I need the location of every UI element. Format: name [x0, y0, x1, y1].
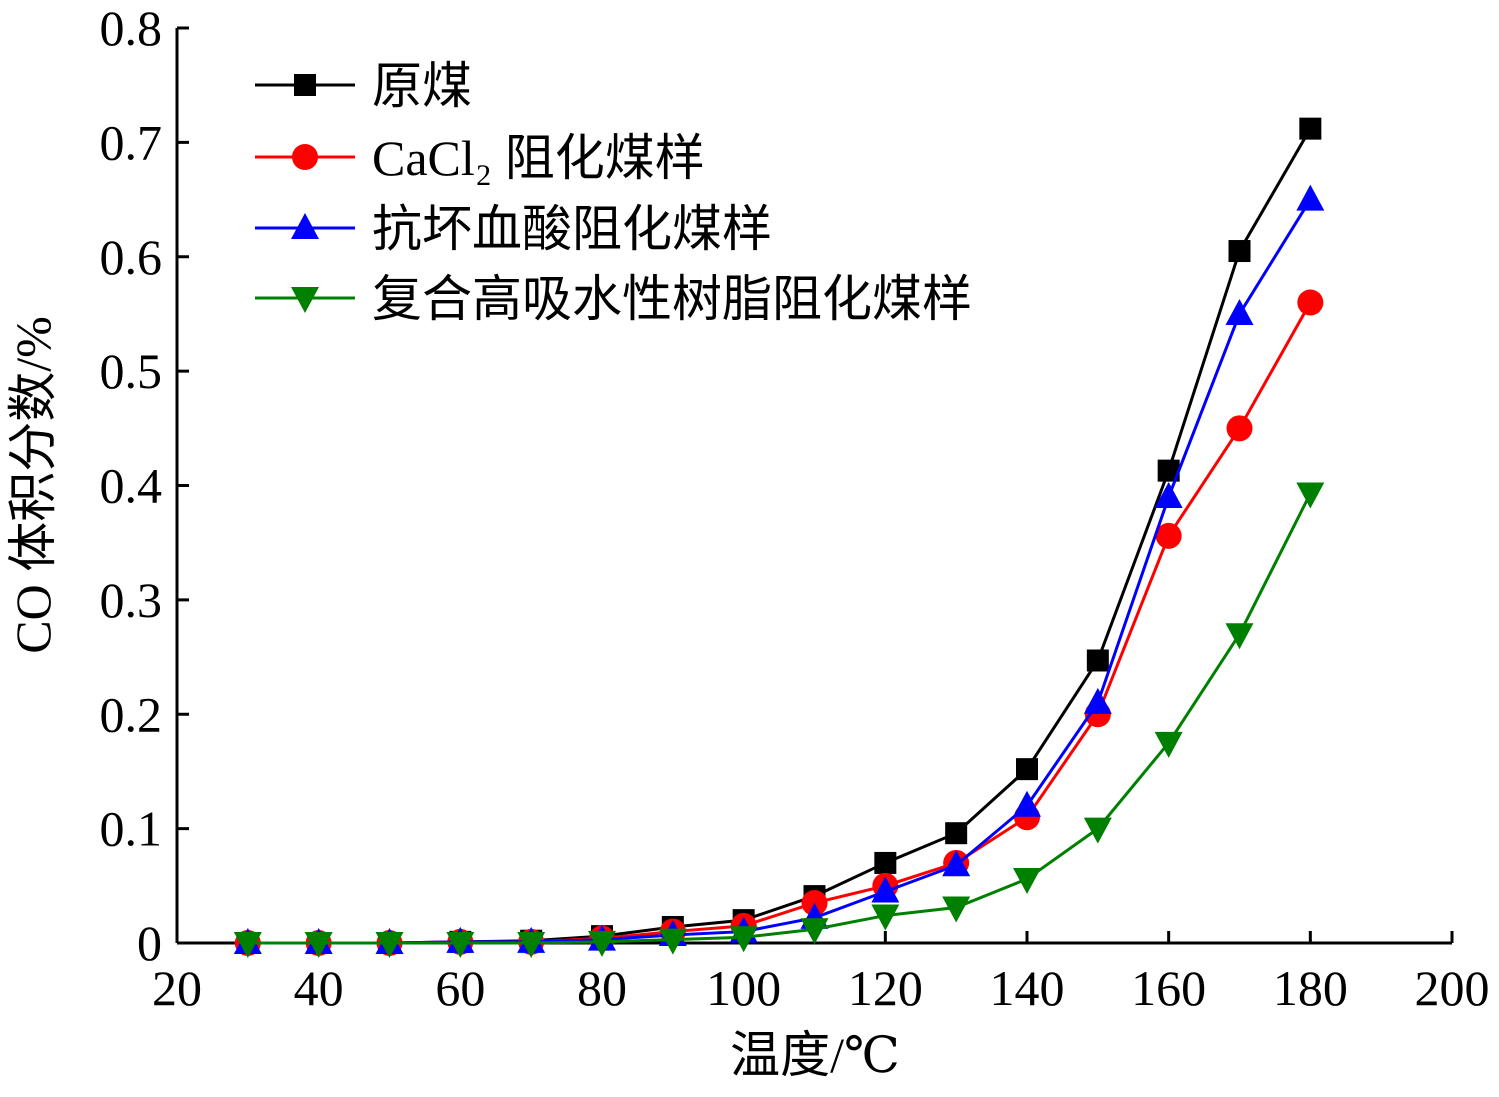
square-marker — [1157, 459, 1180, 482]
series-4 — [233, 482, 1325, 958]
triangle-down-marker — [233, 932, 262, 958]
triangle-down-marker — [658, 928, 687, 955]
y-tick-label: 0 — [137, 915, 162, 971]
y-tick-label: 0.8 — [100, 0, 163, 56]
y-axis-label: CO 体积分数/% — [5, 316, 61, 654]
y-tick-label: 0.3 — [100, 572, 163, 628]
triangle-down-marker — [729, 926, 758, 953]
triangle-down-marker — [1296, 482, 1325, 509]
legend-label: CaCl₂ 阻化煤样 — [372, 130, 705, 186]
triangle-down-marker — [517, 932, 546, 958]
x-tick-label: 20 — [152, 960, 202, 1016]
legend-label: 抗坏血酸阻化煤样 — [372, 201, 772, 257]
square-marker — [1016, 758, 1038, 781]
triangle-up-marker — [1083, 687, 1112, 714]
y-tick-label: 0.4 — [100, 458, 163, 514]
y-tick-label: 0.2 — [100, 686, 163, 742]
square-marker — [1299, 117, 1322, 140]
triangle-up-marker — [1225, 298, 1254, 325]
triangle-up-marker — [291, 213, 319, 239]
triangle-down-marker — [800, 918, 829, 945]
axes: 20 40 60 80 100 120 140 160 180 200 0 0.1 0.2 0.3 0.4 0… — [100, 0, 1490, 1016]
circle-marker — [1297, 289, 1324, 316]
x-tick-label: 160 — [1131, 960, 1206, 1016]
series-group — [233, 117, 1325, 958]
triangle-down-marker — [304, 932, 333, 958]
x-tick-label: 180 — [1273, 960, 1348, 1016]
triangle-down-marker — [942, 896, 971, 923]
triangle-down-marker — [588, 930, 616, 957]
legend-item: 复合高吸水性树脂阻化煤样 — [255, 271, 972, 327]
triangle-down-marker — [1225, 623, 1254, 650]
x-tick-label: 60 — [435, 960, 485, 1016]
y-tick-label: 0.1 — [100, 801, 163, 857]
triangle-up-marker — [1013, 790, 1041, 817]
triangle-down-marker — [1083, 817, 1112, 844]
x-tick-label: 120 — [848, 960, 923, 1016]
legend-item: 抗坏血酸阻化煤样 — [255, 201, 772, 257]
triangle-up-marker — [942, 850, 971, 877]
legend-item: CaCl₂ 阻化煤样 — [255, 130, 705, 186]
triangle-up-marker — [1154, 481, 1183, 508]
x-tick-label: 80 — [577, 960, 627, 1016]
triangle-down-marker — [1154, 731, 1183, 758]
series-line — [247, 301, 1312, 945]
square-marker — [945, 822, 968, 845]
y-tick-label: 0.5 — [100, 343, 163, 399]
x-tick-label: 100 — [706, 960, 781, 1016]
triangle-down-marker — [871, 904, 900, 931]
legend-label: 原煤 — [372, 58, 472, 114]
triangle-up-marker — [1296, 184, 1325, 211]
y-tick-label: 0.6 — [100, 229, 163, 285]
square-marker — [1086, 649, 1109, 672]
square-marker — [294, 74, 316, 96]
legend-label: 复合高吸水性树脂阻化煤样 — [372, 271, 972, 327]
square-marker — [1228, 240, 1251, 263]
x-tick-label: 140 — [990, 960, 1065, 1016]
series-2 — [234, 289, 1324, 956]
legend-item: 原煤 — [255, 58, 472, 114]
triangle-down-marker — [291, 287, 319, 313]
circle-marker — [1155, 522, 1182, 549]
x-tick-label: 40 — [294, 960, 344, 1016]
x-tick-label: 200 — [1415, 960, 1490, 1016]
square-marker — [874, 851, 897, 874]
triangle-down-marker — [375, 932, 404, 958]
y-tick-label: 0.7 — [100, 114, 163, 170]
triangle-up-marker — [871, 876, 900, 903]
series-line — [247, 492, 1312, 945]
x-axis-label: 温度/℃ — [730, 1027, 900, 1083]
circle-marker — [292, 144, 318, 170]
triangle-down-marker — [1013, 867, 1041, 894]
triangle-down-marker — [446, 932, 475, 958]
circle-marker — [1226, 415, 1253, 442]
